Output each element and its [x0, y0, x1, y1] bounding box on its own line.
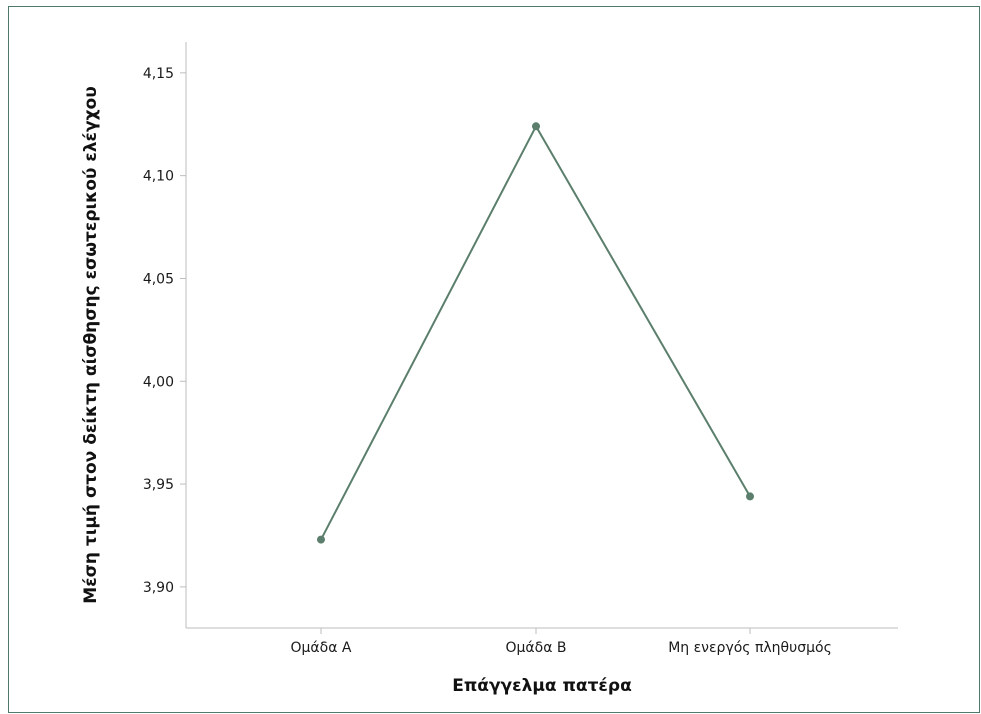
y-tick-label: 3,90 [143, 580, 174, 596]
data-point [532, 122, 540, 130]
x-tick-label: Μη ενεργός πληθυσμός [668, 640, 832, 656]
y-tick-label: 4,05 [143, 271, 174, 287]
data-point [317, 536, 325, 544]
series [317, 122, 754, 543]
data-point [746, 492, 754, 500]
axes [186, 42, 898, 628]
y-ticks: 3,90 3,95 4,00 4,05 4,10 4,15 [143, 66, 186, 596]
y-tick-label: 4,15 [143, 66, 174, 82]
y-axis-title: Μέση τιμή στον δείκτη αίσθησης εσωτερικο… [81, 86, 101, 603]
x-tick-label: Ομάδα Β [505, 640, 566, 656]
y-tick-label: 3,95 [143, 477, 174, 493]
x-ticks: Ομάδα Α Ομάδα Β Μη ενεργός πληθυσμός [291, 628, 832, 656]
y-tick-label: 4,10 [143, 169, 174, 185]
x-axis-title: Επάγγελμα πατέρα [452, 676, 632, 696]
x-tick-label: Ομάδα Α [291, 640, 352, 656]
series-line [321, 126, 750, 539]
y-tick-label: 4,00 [143, 374, 174, 390]
